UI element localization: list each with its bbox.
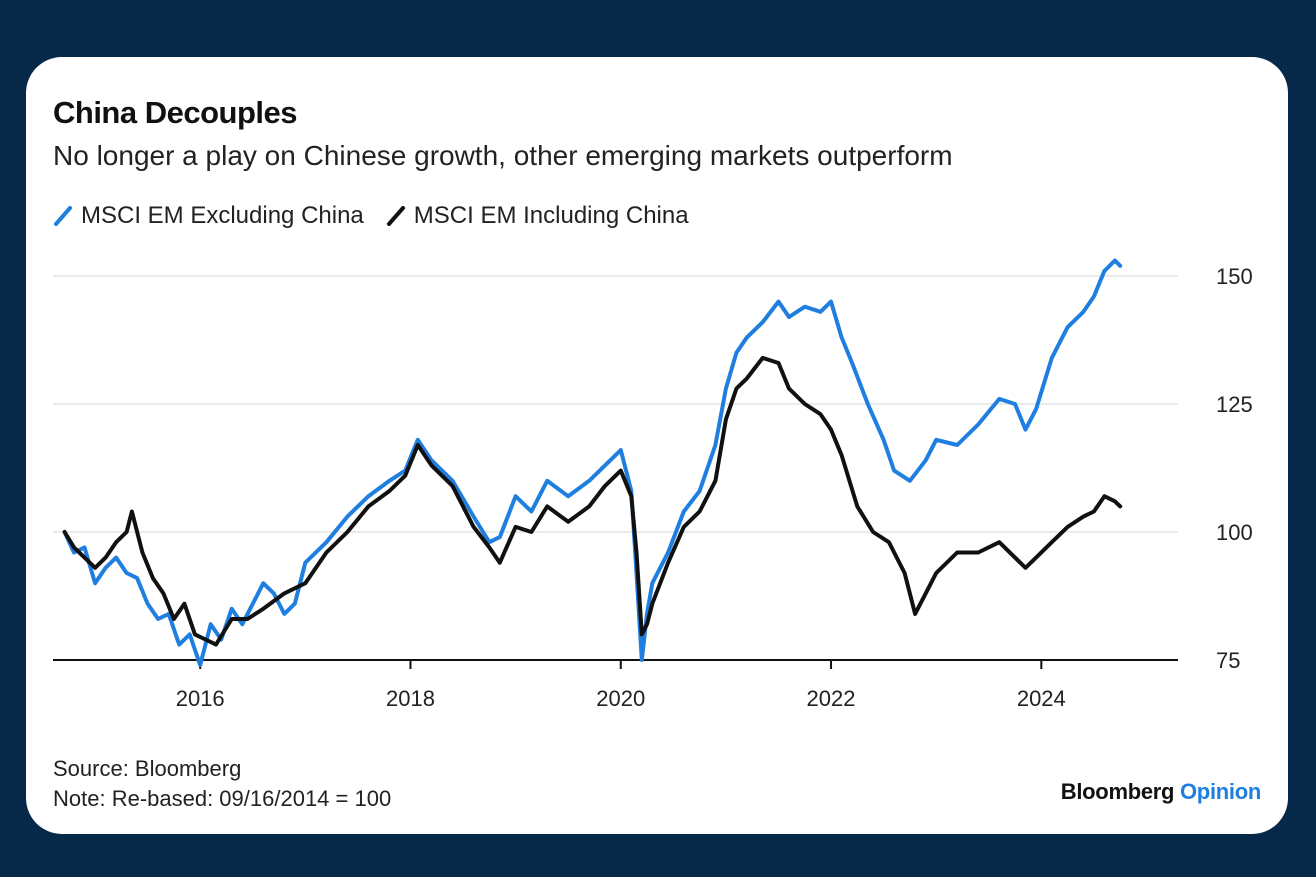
series-line-0	[62, 258, 1123, 668]
line-chart: 150 125 100 75 2016 2018 2020 2022 2024	[53, 258, 1253, 711]
source-text: Source: Bloomberg	[53, 756, 242, 781]
source-notes: Source: Bloomberg Note: Re-based: 09/16/…	[53, 754, 391, 814]
brand-main: Bloomberg	[1060, 779, 1175, 804]
series-line-1	[62, 355, 1123, 647]
x-tick-label-2018: 2018	[386, 686, 435, 711]
legend-label-ex-china: MSCI EM Excluding China	[81, 202, 364, 229]
y-tick-label-150: 150	[1216, 264, 1253, 289]
legend-item-incl-china: MSCI EM Including China	[386, 202, 689, 230]
chart-title: China Decouples	[53, 95, 298, 130]
legend-swatch-ex-china	[54, 206, 72, 226]
x-tick-label-2020: 2020	[596, 686, 645, 711]
legend-label-incl-china: MSCI EM Including China	[413, 202, 689, 229]
legend-swatch-incl-china	[386, 206, 405, 226]
y-tick-label-75: 75	[1216, 648, 1240, 673]
legend-swatch-incl-china-mark	[386, 206, 405, 226]
legend-swatch-ex-china-mark	[54, 206, 72, 226]
legend-item-ex-china: MSCI EM Excluding China	[53, 202, 364, 230]
bloomberg-opinion-logo: Bloomberg Opinion	[1060, 779, 1262, 805]
x-tick-label-2016: 2016	[176, 686, 225, 711]
note-text: Note: Re-based: 09/16/2014 = 100	[53, 786, 392, 811]
legend: MSCI EM Excluding China MSCI EM Includin…	[53, 200, 711, 232]
x-tick-label-2024: 2024	[1017, 686, 1066, 711]
y-tick-label-100: 100	[1216, 520, 1253, 545]
brand-accent: Opinion	[1180, 779, 1261, 804]
chart-subtitle: No longer a play on Chinese growth, othe…	[53, 140, 953, 171]
chart-card: China Decouples No longer a play on Chin…	[26, 57, 1288, 834]
y-tick-label-125: 125	[1216, 392, 1253, 417]
x-tick-label-2022: 2022	[807, 686, 856, 711]
